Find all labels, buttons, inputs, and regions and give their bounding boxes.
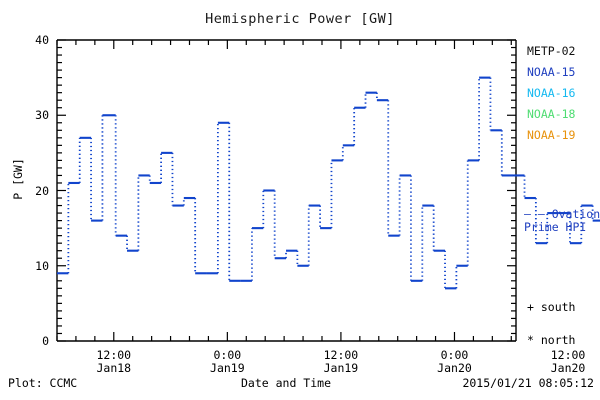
x-tick-label: 12:00 Jan20 [536,349,600,374]
x-axis-label: Date and Time [240,376,331,390]
legend-item-noaa-15[interactable]: NOAA-15 [527,65,576,79]
x-tick-time: 12:00 [323,348,359,362]
ovation-prime-hpi-note: — — Ovation Prime HPI [524,208,600,233]
x-tick-time: 0:00 [440,348,469,362]
x-tick-time: 0:00 [213,348,242,362]
x-tick-date: Jan19 [323,360,359,375]
x-tick-time: 12:00 [550,348,586,362]
y-tick-label: 20 [35,183,49,198]
y-tick-label: 0 [42,334,49,348]
y-tick-label: 40 [35,33,49,47]
y-tick-label: 30 [35,108,49,123]
legend-item-noaa-16[interactable]: NOAA-16 [527,86,576,100]
x-tick-date: Jan20 [437,360,472,375]
y-tick-label: 10 [35,258,49,273]
legend-item-noaa-18[interactable]: NOAA-18 [527,107,576,121]
chart-title: Hemispheric Power [GW] [205,11,395,27]
x-tick-date: Jan18 [96,360,132,375]
x-tick-date: Jan20 [550,360,586,375]
plot-credit: Plot: CCMC [8,376,78,390]
x-tick-label: 12:00 Jan18 [82,349,146,374]
x-tick-date: Jan19 [210,360,245,375]
marker-legend-south: + south [527,300,576,314]
ovation-note-line2: Prime HPI [524,219,587,234]
legend-item-noaa-19[interactable]: NOAA-19 [527,128,576,142]
legend-item-metp-02[interactable]: METP-02 [527,44,576,58]
ovation-note-line1: — — Ovation [524,207,600,221]
x-tick-label: 12:00 Jan19 [309,349,373,374]
x-tick-label: 0:00 Jan19 [195,349,259,374]
marker-legend-north: * north [527,333,576,347]
plot-timestamp: 2015/01/21 08:05:12 [462,376,594,390]
x-tick-label: 0:00 Jan20 [422,349,486,374]
x-tick-time: 12:00 [96,348,132,362]
series-noaa-15 [57,76,600,290]
